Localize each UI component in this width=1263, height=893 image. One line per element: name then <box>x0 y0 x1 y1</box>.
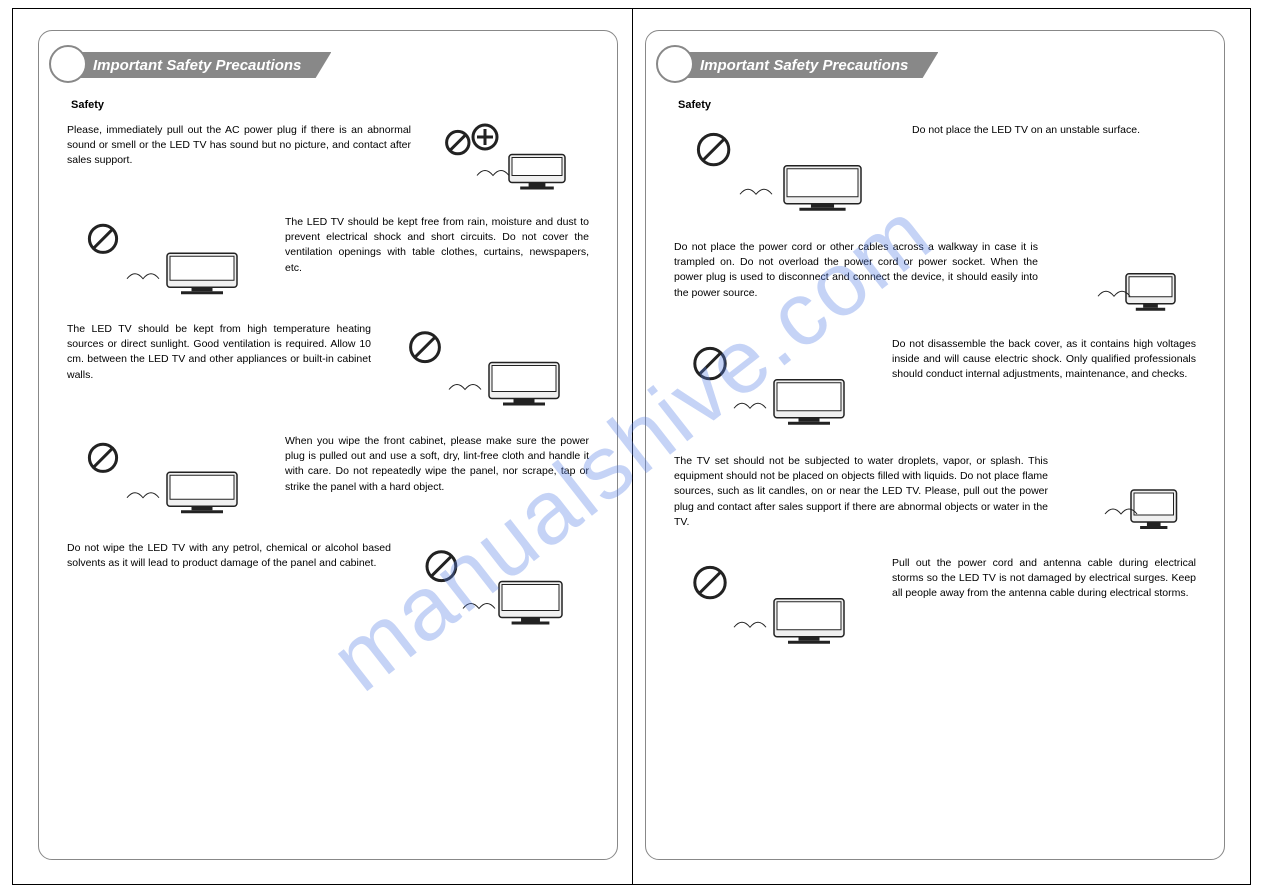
safety-illustration <box>409 541 589 631</box>
safety-illustration <box>1056 240 1196 315</box>
header-title-left: Important Safety Precautions <box>69 52 331 78</box>
header-bar-right: Important Safety Precautions <box>646 49 1224 81</box>
safety-text: Do not place the LED TV on an unstable s… <box>912 123 1196 138</box>
page-inner-left: Important Safety Precautions Safety Plea… <box>38 30 618 860</box>
safety-item: The LED TV should be kept free from rain… <box>67 215 589 300</box>
safety-item: The TV set should not be subjected to wa… <box>674 454 1196 534</box>
safety-illustration <box>674 123 894 218</box>
safety-text: Do not disassemble the back cover, as it… <box>892 337 1196 383</box>
safety-text: The LED TV should be kept free from rain… <box>285 215 589 276</box>
header-circle-icon <box>656 45 694 83</box>
safety-item: Do not place the power cord or other cab… <box>674 240 1196 315</box>
safety-illustration <box>389 322 589 412</box>
header-title-right: Important Safety Precautions <box>676 52 938 78</box>
safety-item: Please, immediately pull out the AC powe… <box>67 123 589 193</box>
safety-item: When you wipe the front cabinet, please … <box>67 434 589 519</box>
safety-illustration-icon <box>389 322 589 412</box>
safety-illustration-icon <box>409 541 589 631</box>
safety-illustration-icon <box>674 337 874 432</box>
safety-illustration-icon <box>1056 240 1196 315</box>
safety-illustration-icon <box>674 556 874 651</box>
safety-illustration <box>67 215 267 300</box>
safety-item: The LED TV should be kept from high temp… <box>67 322 589 412</box>
safety-illustration-icon <box>67 434 267 519</box>
page-right: Important Safety Precautions Safety Do n… <box>645 30 1225 860</box>
safety-illustration <box>67 434 267 519</box>
safety-text: The TV set should not be subjected to wa… <box>674 454 1048 530</box>
safety-illustration-icon <box>429 123 589 193</box>
safety-text: Do not place the power cord or other cab… <box>674 240 1038 301</box>
safety-text: Please, immediately pull out the AC powe… <box>67 123 411 169</box>
safety-illustration <box>429 123 589 193</box>
safety-text: Do not wipe the LED TV with any petrol, … <box>67 541 391 571</box>
safety-illustration <box>1066 454 1196 534</box>
items-right: Do not place the LED TV on an unstable s… <box>646 123 1224 651</box>
safety-illustration-icon <box>67 215 267 300</box>
safety-item: Do not wipe the LED TV with any petrol, … <box>67 541 589 631</box>
safety-illustration <box>674 556 874 651</box>
safety-item: Pull out the power cord and antenna cabl… <box>674 556 1196 651</box>
safety-item: Do not disassemble the back cover, as it… <box>674 337 1196 432</box>
safety-text: Pull out the power cord and antenna cabl… <box>892 556 1196 602</box>
safety-text: The LED TV should be kept from high temp… <box>67 322 371 383</box>
header-circle-icon <box>49 45 87 83</box>
page-divider <box>632 8 633 885</box>
header-bar-left: Important Safety Precautions <box>39 49 617 81</box>
subtitle-right: Safety <box>678 99 1224 111</box>
items-left: Please, immediately pull out the AC powe… <box>39 123 617 631</box>
page-inner-right: Important Safety Precautions Safety Do n… <box>645 30 1225 860</box>
safety-illustration-icon <box>674 123 894 218</box>
safety-illustration <box>674 337 874 432</box>
safety-item: Do not place the LED TV on an unstable s… <box>674 123 1196 218</box>
page-left: Important Safety Precautions Safety Plea… <box>38 30 618 860</box>
subtitle-left: Safety <box>71 99 617 111</box>
safety-illustration-icon <box>1066 454 1196 534</box>
safety-text: When you wipe the front cabinet, please … <box>285 434 589 495</box>
